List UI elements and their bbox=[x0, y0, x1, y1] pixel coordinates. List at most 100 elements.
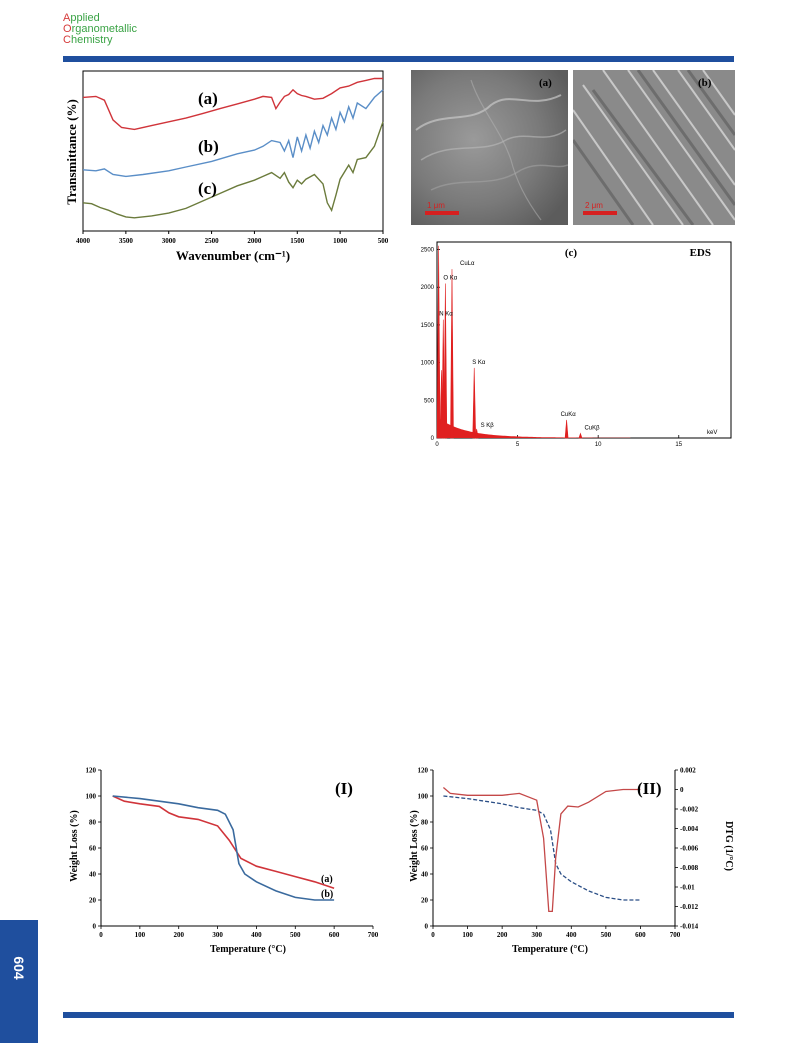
tga-x-tick-label: 500 bbox=[601, 931, 612, 939]
eds-peak bbox=[474, 428, 479, 439]
footer-rule bbox=[63, 1012, 734, 1018]
tga1-x-label: Temperature (°C) bbox=[210, 944, 286, 955]
ftir-series-line bbox=[82, 77, 383, 131]
ftir-x-tick-label: 3000 bbox=[162, 237, 177, 245]
tga-y-tick-label: 40 bbox=[421, 871, 429, 879]
tga2-x-label: Temperature (°C) bbox=[512, 944, 588, 955]
tga2-series-line bbox=[442, 787, 641, 913]
tga-x-tick-label: 0 bbox=[431, 931, 435, 939]
page-number: 604 bbox=[11, 956, 27, 980]
tga-x-tick-label: 200 bbox=[497, 931, 508, 939]
ftir-chart: 4000 3500 3000 2500 2000 1500 1000 500 (a) (b) … bbox=[64, 70, 389, 263]
eds-peak bbox=[578, 432, 583, 439]
tga-y2-tick-label: 0 bbox=[680, 786, 684, 794]
ftir-x-tick-label: 4000 bbox=[76, 237, 91, 245]
eds-y-tick-label: 1500 bbox=[421, 323, 435, 329]
tga-x-tick-label: 600 bbox=[329, 931, 340, 939]
eds-peak-label: S Kβ bbox=[481, 423, 495, 429]
sem-a-scale: 1 μm bbox=[427, 201, 445, 210]
tga-x-tick-label: 700 bbox=[670, 931, 681, 939]
ftir-x-tick-label: 1000 bbox=[333, 237, 348, 245]
tga-x-tick-label: 600 bbox=[635, 931, 646, 939]
tga-y-tick-label: 100 bbox=[418, 793, 429, 801]
tga-y-tick-label: 20 bbox=[89, 897, 97, 905]
sem-b-label: (b) bbox=[698, 77, 712, 89]
eds-x-unit: keV bbox=[707, 430, 717, 436]
tga-x-tick-label: 200 bbox=[173, 931, 184, 939]
eds-peak bbox=[564, 419, 569, 439]
tga-y-tick-label: 20 bbox=[421, 897, 429, 905]
tga1-y-label: Weight Loss (%) bbox=[69, 810, 80, 882]
eds-peak bbox=[439, 370, 444, 439]
tga-y-tick-label: 120 bbox=[418, 767, 429, 775]
ftir-x-tick-label: 1500 bbox=[290, 237, 305, 245]
ftir-label-b: (b) bbox=[198, 137, 219, 156]
tga-y2-tick-label: -0.004 bbox=[680, 825, 699, 833]
eds-x-tick-label: 0 bbox=[435, 442, 439, 448]
eds-peak-label: S Kα bbox=[472, 360, 486, 366]
eds-peak bbox=[450, 269, 454, 439]
sem-image-a: 1 μm (a) bbox=[411, 70, 568, 225]
tga2-y-label: Weight Loss (%) bbox=[409, 810, 420, 882]
tga1-panel-label: (I) bbox=[335, 779, 353, 798]
eds-peak-label: O Kα bbox=[443, 275, 457, 281]
ftir-x-tick-label: 2500 bbox=[205, 237, 220, 245]
tga2-panel-label: (II) bbox=[637, 779, 662, 798]
tga-chart-II: 0 100 200 300 400 500 600 700 0 20 40 60 80 100 120 0.0… bbox=[409, 767, 734, 956]
tga-y-tick-label: 100 bbox=[86, 793, 97, 801]
tga-y-tick-label: 60 bbox=[421, 845, 429, 853]
tga-y-tick-label: 0 bbox=[425, 923, 429, 931]
ftir-y-label: Transmittance (%) bbox=[64, 99, 79, 205]
eds-peak bbox=[472, 367, 477, 439]
eds-title: EDS bbox=[690, 247, 711, 259]
tga1-series-line bbox=[112, 795, 335, 890]
page-tab: 604 bbox=[0, 920, 38, 1043]
tga-x-tick-label: 300 bbox=[531, 931, 542, 939]
ftir-x-tick-label: 3500 bbox=[119, 237, 134, 245]
ftir-label-c: (c) bbox=[198, 179, 217, 198]
ftir-series-line bbox=[82, 89, 384, 178]
eds-chart: 0 500 1000 1500 2000 2500 0 5 10 15 CuLα O Kα N Kα S… bbox=[421, 241, 732, 448]
tga-x-tick-label: 700 bbox=[368, 931, 379, 939]
eds-x-tick-label: 5 bbox=[516, 442, 520, 448]
eds-x-tick-label: 10 bbox=[595, 442, 602, 448]
tga-y2-tick-label: -0.008 bbox=[680, 864, 699, 872]
eds-y-tick-label: 500 bbox=[424, 398, 435, 404]
eds-peak-label: N Kα bbox=[439, 312, 453, 318]
tga-y-tick-label: 120 bbox=[86, 767, 97, 775]
eds-peak-label: CuKα bbox=[561, 412, 577, 418]
eds-y-tick-label: 0 bbox=[431, 436, 435, 442]
sem-b-scale: 2 μm bbox=[585, 201, 603, 210]
eds-peak-label: CuLα bbox=[460, 261, 475, 267]
header-rule bbox=[63, 56, 734, 62]
tga-y2-tick-label: -0.006 bbox=[680, 845, 699, 853]
tga-x-tick-label: 400 bbox=[566, 931, 577, 939]
tga-y2-tick-label: 0.002 bbox=[680, 767, 696, 775]
ftir-series-line bbox=[82, 121, 384, 219]
tga-y-tick-label: 0 bbox=[93, 923, 97, 931]
eds-peak-label: CuKβ bbox=[584, 425, 600, 431]
tga1-label-a: (a) bbox=[321, 874, 333, 885]
tga-chart-I: 0 100 200 300 400 500 600 700 0 20 40 60 80 100 120 (I… bbox=[69, 767, 379, 956]
tga-y2-tick-label: -0.014 bbox=[680, 923, 699, 931]
tga-x-tick-label: 0 bbox=[99, 931, 103, 939]
ftir-x-tick-label: 500 bbox=[378, 237, 389, 245]
eds-y-tick-label: 2000 bbox=[421, 285, 435, 291]
eds-y-tick-label: 1000 bbox=[421, 361, 435, 367]
tga-x-tick-label: 100 bbox=[462, 931, 473, 939]
tga2-series-line bbox=[443, 795, 641, 901]
tga-y-tick-label: 80 bbox=[89, 819, 97, 827]
eds-continuum bbox=[437, 416, 631, 438]
tga-y2-tick-label: -0.01 bbox=[680, 884, 695, 892]
tga-x-tick-label: 400 bbox=[251, 931, 262, 939]
tga-y2-tick-label: -0.002 bbox=[680, 806, 699, 814]
eds-peak bbox=[443, 283, 448, 439]
tga-y2-tick-label: -0.012 bbox=[680, 903, 699, 911]
eds-panel-label: (c) bbox=[565, 247, 578, 259]
eds-x-tick-label: 15 bbox=[675, 442, 682, 448]
tga-y-tick-label: 80 bbox=[421, 819, 429, 827]
sem-a-label: (a) bbox=[539, 77, 552, 89]
tga1-label-b: (b) bbox=[321, 889, 333, 900]
sem-image-b: 2 μm (b) bbox=[573, 70, 735, 225]
eds-peak bbox=[436, 245, 441, 439]
